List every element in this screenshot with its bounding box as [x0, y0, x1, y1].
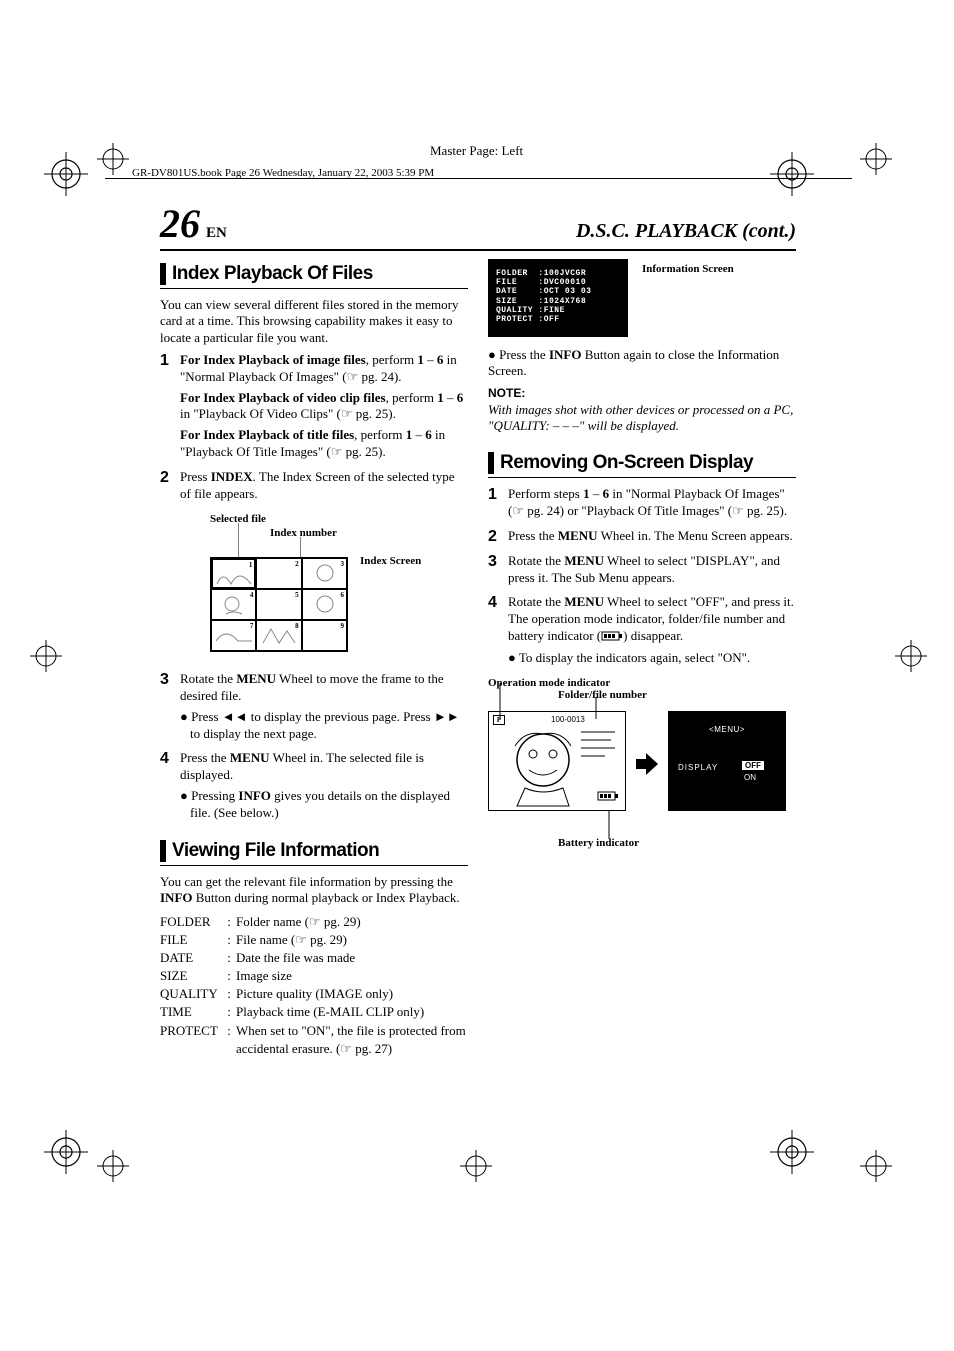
master-page-label: Master Page: Left — [430, 143, 523, 159]
left-column: Index Playback Of Files You can view sev… — [160, 259, 468, 1058]
intro-text: You can view several different files sto… — [160, 297, 468, 346]
r-step-2: 2 Press the MENU Wheel in. The Menu Scre… — [488, 528, 796, 549]
step-1: 1 For Index Playback of image files, per… — [160, 352, 468, 465]
r-step-1: 1 Perform steps 1 – 6 in "Normal Playbac… — [488, 486, 796, 524]
view-intro: You can get the relevant file informatio… — [160, 874, 468, 907]
section-title: D.S.C. PLAYBACK (cont.) — [576, 220, 796, 243]
page-header: 26 EN D.S.C. PLAYBACK (cont.) — [160, 200, 796, 251]
label-battery: Battery indicator — [558, 837, 639, 849]
file-info-table: FOLDER:Folder name (☞ pg. 29) FILE:File … — [160, 913, 468, 1059]
right-column: FOLDER :100JVCGR FILE :DVC00010 DATE :OC… — [488, 259, 796, 1058]
arrow-right-icon — [634, 751, 660, 777]
step-4: 4 Press the MENU Wheel in. The selected … — [160, 750, 468, 826]
heading-index-playback: Index Playback Of Files — [160, 263, 468, 289]
note-text: With images shot with other devices or p… — [488, 402, 796, 435]
info-screen-box: FOLDER :100JVCGR FILE :DVC00010 DATE :OC… — [488, 259, 628, 337]
label-index-screen: Index Screen — [360, 555, 421, 567]
remove-osd-figure: P 100-0013 — [488, 705, 796, 875]
page-lang: EN — [206, 225, 227, 242]
heading-viewing-file-info: Viewing File Information — [160, 840, 468, 866]
heading-text: Index Playback Of Files — [172, 263, 373, 285]
heading-text: Viewing File Information — [172, 840, 379, 862]
r-step-3: 3 Rotate the MENU Wheel to select "DISPL… — [488, 553, 796, 591]
page-content: 26 EN D.S.C. PLAYBACK (cont.) Index Play… — [160, 200, 796, 1058]
book-info-line — [105, 178, 852, 179]
menu-screen-box: <MENU> DISPLAY OFF ON — [668, 711, 786, 811]
step-3: 3 Rotate the MENU Wheel to move the fram… — [160, 671, 468, 747]
label-info-screen: Information Screen — [642, 263, 734, 275]
note-heading: NOTE: — [488, 386, 796, 400]
index-screen-figure: Selected file Index number Index Screen … — [160, 513, 468, 663]
step-2: 2 Press INDEX. The Index Screen of the s… — [160, 469, 468, 507]
close-info-text: ● Press the INFO Button again to close t… — [488, 347, 796, 380]
r-step-4: 4 Rotate the MENU Wheel to select "OFF",… — [488, 594, 796, 670]
info-screen-figure: FOLDER :100JVCGR FILE :DVC00010 DATE :OC… — [488, 259, 796, 337]
heading-removing-osd: Removing On-Screen Display — [488, 452, 796, 478]
battery-icon — [601, 629, 623, 646]
page-number: 26 — [160, 200, 200, 247]
battery-icon — [597, 788, 619, 806]
heading-text: Removing On-Screen Display — [500, 452, 753, 474]
